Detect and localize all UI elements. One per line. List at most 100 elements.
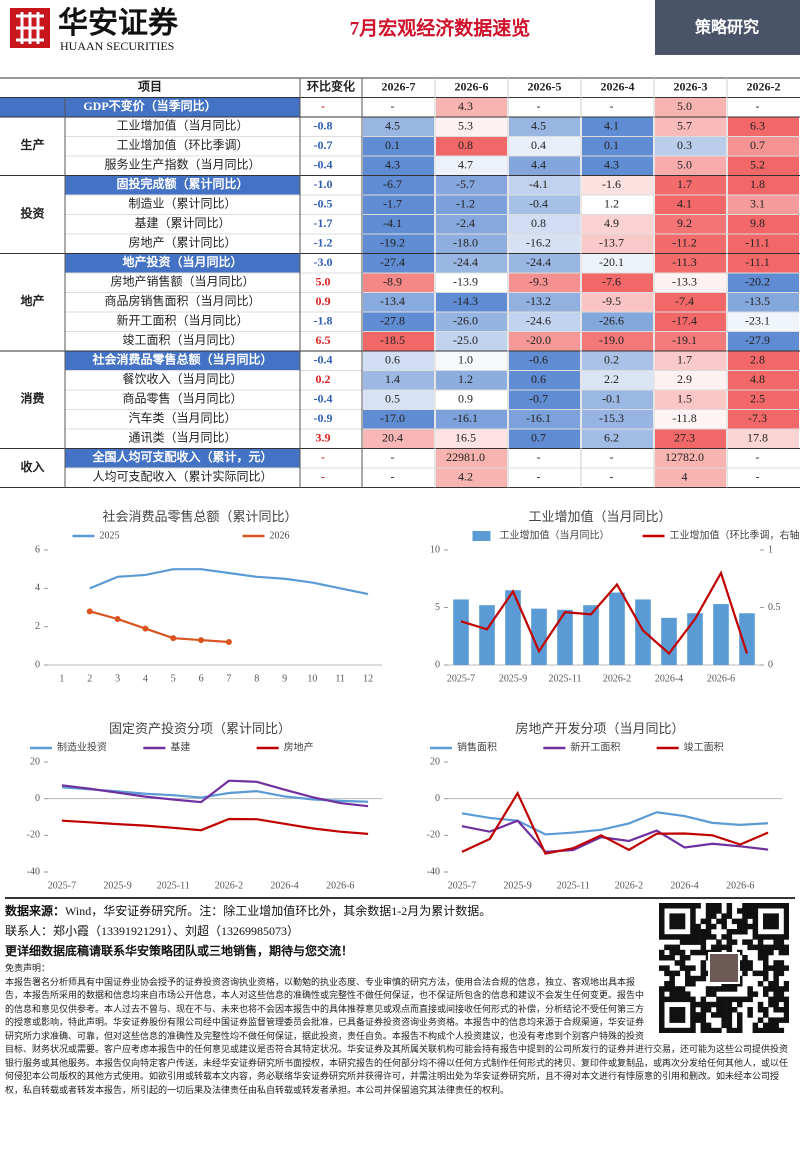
qr-module xyxy=(716,1027,722,1034)
value-cell xyxy=(655,468,726,487)
bar xyxy=(453,599,469,665)
column-header: 2026-7 xyxy=(382,80,416,94)
column-header: 2026-2 xyxy=(747,80,781,94)
qr-module xyxy=(700,965,707,971)
qr-module xyxy=(757,1017,764,1023)
qr-module xyxy=(690,934,696,940)
y-tick-label: -20 xyxy=(427,830,440,841)
qr-module xyxy=(690,996,696,1003)
qr-module xyxy=(768,934,774,940)
qr-module xyxy=(726,903,733,909)
qr-module xyxy=(674,1007,681,1013)
value-cell xyxy=(509,468,580,487)
cell-value: -24.6 xyxy=(526,314,551,328)
point xyxy=(142,625,149,632)
value-cell xyxy=(509,390,580,409)
cell-value: 4.3 xyxy=(604,158,619,172)
qr-module xyxy=(747,939,753,945)
x-tick-label: 2026-6 xyxy=(726,880,754,891)
series-line xyxy=(460,570,749,656)
cell-value: -13.3 xyxy=(672,275,697,289)
disclaimer-text: 本报告署名分析师具有中国证券业协会授予的证券投资咨询执业资格，以勤勉的执业态度、… xyxy=(5,976,789,1095)
qr-module xyxy=(700,944,707,951)
series-line xyxy=(61,817,369,835)
value-cell xyxy=(728,156,799,175)
qr-module xyxy=(669,934,675,940)
qr-module xyxy=(768,949,774,956)
x-tick-label: 2025-7 xyxy=(447,673,475,684)
qr-module xyxy=(685,965,691,971)
cell-value: -20.0 xyxy=(526,333,551,347)
qr-module xyxy=(747,1007,753,1013)
qr-module xyxy=(737,1022,743,1029)
qr-module xyxy=(716,986,722,992)
qr-module xyxy=(700,1012,707,1018)
qr-module xyxy=(690,913,696,919)
value-cell xyxy=(655,234,726,253)
value-cell xyxy=(655,449,726,468)
qr-module xyxy=(783,934,790,940)
qr-module xyxy=(705,918,712,925)
qr-module xyxy=(659,949,665,956)
qr-module xyxy=(659,1012,665,1018)
qr-module xyxy=(742,929,748,935)
qr-module xyxy=(659,1017,665,1023)
qr-module xyxy=(737,1012,743,1018)
value-cell xyxy=(582,98,653,117)
x-tick-label: 2 xyxy=(87,673,92,684)
qr-module xyxy=(674,991,681,997)
qr-module xyxy=(757,1027,764,1034)
group-label: 收入 xyxy=(20,459,44,474)
qr-module xyxy=(669,955,675,961)
cell-value: 4.5 xyxy=(385,119,400,133)
qr-module xyxy=(763,965,769,971)
disclaimer-label: 免责声明： xyxy=(5,963,51,973)
qr-module xyxy=(705,1027,712,1034)
cell-value: -16.1 xyxy=(453,411,478,425)
value-cell xyxy=(655,371,726,390)
change-value: -1.0 xyxy=(314,177,333,191)
qr-module xyxy=(690,949,696,956)
label-highlight xyxy=(65,351,300,371)
chart-title: 房地产开发分项（当月同比） xyxy=(515,721,684,736)
value-cell xyxy=(655,312,726,331)
qr-module xyxy=(669,913,675,919)
value-cell xyxy=(436,215,507,234)
value-cell xyxy=(509,215,580,234)
cell-value: 4.5 xyxy=(531,119,546,133)
qr-module xyxy=(721,923,727,930)
qr-module xyxy=(695,934,701,940)
qr-module xyxy=(711,986,717,992)
value-cell xyxy=(728,273,799,292)
cell-value: -19.2 xyxy=(380,236,405,250)
qr-module xyxy=(664,903,670,909)
y-tick-label: -40 xyxy=(427,866,440,877)
qr-module xyxy=(778,903,785,909)
change-value: -1.7 xyxy=(314,216,333,230)
table-header-bg xyxy=(0,78,800,98)
cell-value: -7.6 xyxy=(602,275,621,289)
qr-module xyxy=(659,996,665,1003)
qr-module xyxy=(659,913,665,919)
cell-value: 0.4 xyxy=(531,138,546,152)
bar xyxy=(713,604,729,665)
qr-module xyxy=(783,903,790,909)
qr-module xyxy=(763,1022,769,1029)
qr-module xyxy=(768,965,774,971)
qr-module xyxy=(685,934,691,940)
qr-module xyxy=(695,1001,701,1008)
cell-value: 6.2 xyxy=(604,431,619,445)
qr-module xyxy=(685,1027,691,1034)
qr-module xyxy=(783,1012,790,1018)
qr-module xyxy=(700,1017,707,1023)
cell-value: -27.8 xyxy=(380,314,405,328)
legend-label: 制造业投资 xyxy=(57,740,107,753)
qr-module xyxy=(679,955,686,961)
value-cell xyxy=(582,332,653,351)
source: 数据来源：Wind，华安证券研究所。注：除工业增加值环比外，其余数据1-2月为累… xyxy=(5,902,795,919)
qr-module xyxy=(659,986,665,992)
qr-module xyxy=(768,1027,774,1034)
tag-box xyxy=(655,0,800,55)
qr-module xyxy=(752,913,759,919)
value-cell xyxy=(582,468,653,487)
